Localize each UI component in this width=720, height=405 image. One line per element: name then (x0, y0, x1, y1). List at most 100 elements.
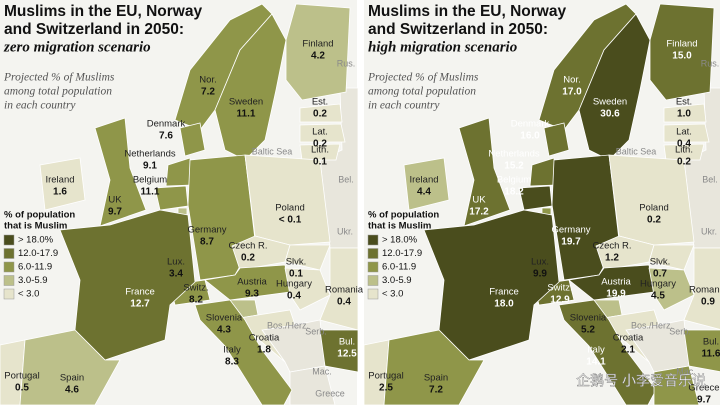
country-value: 4.2 (311, 51, 325, 62)
country-value: 0.4 (677, 139, 691, 150)
country-shape (653, 365, 700, 405)
country-value: 9.1 (143, 161, 157, 172)
country-value: 15.2 (504, 161, 524, 172)
country-name: Est. (676, 97, 692, 108)
country-shape (608, 154, 695, 246)
country-shape (214, 13, 287, 161)
country-value: 18.0 (494, 299, 514, 310)
country-name: Denmark (511, 119, 550, 130)
country-value: 0.4 (337, 297, 351, 308)
subtitle: in each country (368, 100, 440, 112)
country-name: Lat. (312, 127, 328, 138)
country-value: 16.0 (520, 131, 540, 142)
place-label: Bel. (702, 174, 718, 184)
country-name: Austria (237, 277, 267, 288)
country-name: Greece (688, 383, 719, 394)
country-name: Czech R. (592, 241, 631, 252)
country-shape (94, 117, 147, 227)
place-label: Bos./Herz. (267, 320, 309, 330)
legend-label: > 18.0% (18, 235, 54, 246)
country-value: 11.1 (237, 109, 256, 120)
country-value: 4.5 (651, 291, 665, 302)
country-value: 0.2 (677, 157, 691, 168)
country-value: 2.5 (379, 383, 393, 394)
place-label: Serb. (669, 326, 691, 336)
country-value: 0.1 (289, 269, 303, 280)
country-name: Germany (551, 225, 590, 236)
legend-swatch (367, 234, 379, 246)
legend-label: 12.0-17.9 (382, 248, 422, 259)
country-shape (194, 299, 293, 405)
country-shape (683, 247, 720, 330)
country-value: 19.9 (606, 289, 626, 300)
country-shape (663, 143, 705, 161)
country-name: Czech R. (228, 241, 267, 252)
map-title: and Switzerland in 2050: (4, 21, 184, 38)
country-shape (285, 3, 351, 101)
country-name: Romania (689, 285, 720, 296)
country-value: 9.3 (245, 289, 259, 300)
country-name: France (489, 287, 519, 298)
country-name: Austria (601, 277, 631, 288)
country-value: < 0.1 (279, 215, 302, 226)
country-value: 14.1 (586, 357, 606, 368)
country-value: 2.1 (621, 345, 635, 356)
country-value: 12.5 (337, 349, 357, 360)
place-label: Ukr. (337, 226, 353, 236)
country-shape (663, 103, 707, 123)
country-shape (363, 339, 390, 405)
country-name: Belgium (497, 175, 531, 186)
legend-title: that is Muslim (368, 221, 431, 232)
legend-swatch (367, 288, 379, 300)
country-name: Nor. (563, 75, 580, 86)
map-title: and Switzerland in 2050: (368, 21, 548, 38)
country-shape (19, 329, 121, 405)
place-label: Rus. (701, 58, 720, 68)
country-name: Lith. (675, 145, 693, 156)
place-label: Serb. (305, 326, 327, 336)
subtitle: in each country (4, 100, 76, 112)
country-name: Italy (587, 345, 605, 356)
country-shape (663, 123, 710, 143)
legend-swatch (367, 248, 379, 259)
country-value: 17.0 (562, 87, 582, 98)
country-value: 9.7 (108, 207, 122, 218)
country-value: 18.2 (504, 187, 524, 198)
country-value: 0.2 (313, 109, 327, 120)
country-value: 8.2 (189, 295, 203, 306)
country-name: Lith. (311, 145, 329, 156)
country-value: 0.1 (313, 157, 327, 168)
country-name: Hungary (640, 279, 676, 290)
country-value: 0.7 (653, 269, 667, 280)
country-name: Lux. (531, 257, 549, 268)
country-shape (518, 185, 553, 211)
country-shape (239, 309, 296, 363)
country-value: 8.7 (200, 237, 214, 248)
country-name: Croatia (613, 333, 644, 344)
country-value: 7.2 (201, 87, 215, 98)
country-name: Spain (60, 373, 84, 384)
legend-swatch (3, 248, 15, 259)
place-label: Baltic Sea (252, 146, 293, 156)
country-value: 12.9 (550, 295, 570, 306)
country-shape (683, 329, 720, 373)
country-shape (648, 244, 695, 271)
place-label: Mac. (312, 366, 332, 376)
legend-label: < 3.0 (382, 289, 403, 300)
country-value: 0.9 (701, 297, 715, 308)
country-name: Switz. (183, 283, 208, 294)
country-value: 17.2 (469, 207, 489, 218)
country-shape (578, 13, 651, 161)
country-value: 11.6 (702, 349, 720, 360)
legend-label: 6.0-11.9 (382, 262, 416, 273)
place-label: Ukr. (701, 226, 717, 236)
legend-swatch (3, 288, 15, 300)
legend-label: > 18.0% (382, 235, 418, 246)
country-name: Finland (302, 39, 333, 50)
country-value: 3.4 (169, 269, 183, 280)
country-shape (558, 299, 657, 405)
country-shape (179, 122, 206, 157)
country-value: 15.0 (672, 51, 692, 62)
scenario: zero migration scenario (3, 39, 151, 55)
country-shape (0, 339, 26, 405)
